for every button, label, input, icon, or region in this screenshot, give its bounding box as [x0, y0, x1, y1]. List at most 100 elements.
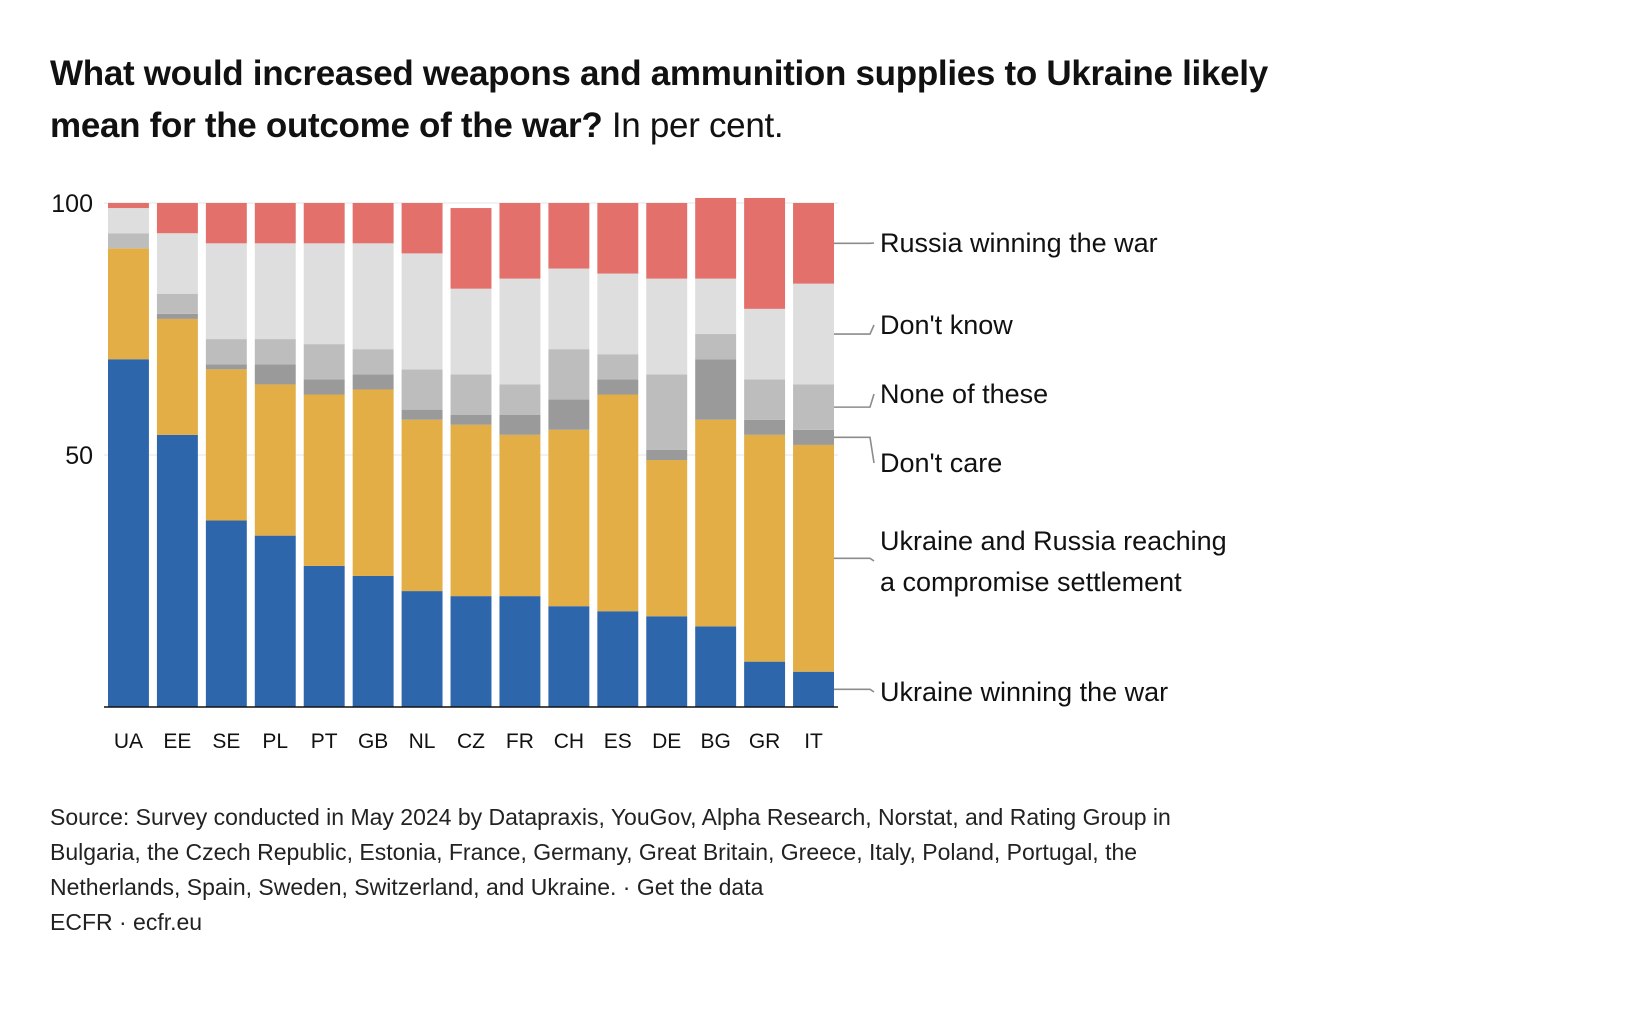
x-tick-label: GR [749, 730, 781, 753]
y-tick-label: 100 [51, 190, 93, 218]
bar-segment [254, 535, 296, 707]
bar-segment [108, 208, 149, 234]
bar-segment [352, 203, 394, 244]
x-tick-label: GB [358, 730, 388, 753]
bar-segment [450, 414, 492, 425]
bar-segment [597, 394, 639, 612]
legend-label: Don't know [880, 310, 1013, 340]
bar-segment [205, 203, 247, 244]
bar-segment [499, 434, 541, 597]
bar-segment [695, 278, 737, 335]
bar-segment [352, 243, 394, 350]
bar-segment [450, 424, 492, 597]
bar-segment [401, 203, 443, 254]
bar-segment [793, 384, 834, 430]
bar-segment [548, 203, 590, 269]
source-line: Source: Survey conducted in May 2024 by … [50, 804, 1171, 830]
legend: Russia winning the war Don't know None of … [834, 228, 1227, 707]
bar-segment [450, 374, 492, 415]
legend-leader-line [834, 324, 875, 335]
legend-leader-line [834, 557, 875, 562]
bar-segment [108, 203, 149, 209]
bar-segment [646, 460, 688, 617]
bar-segment [205, 339, 247, 365]
bar-segment [156, 233, 198, 294]
bar-segment [108, 359, 149, 707]
stacked-bar-chart: 100 50 UA EE SE PL PT GB NL CZ FR CH ES DE BG GR IT Russ… [51, 190, 1227, 753]
bar-segment [597, 273, 639, 355]
bar-segment [108, 233, 149, 249]
y-tick-label: 50 [65, 442, 93, 470]
bar-segment [156, 203, 198, 234]
chart-title: What would increased weapons and ammunit… [50, 48, 1310, 152]
bar-segment [646, 616, 688, 707]
x-tick-label: NL [409, 730, 436, 753]
bar-segment [499, 596, 541, 707]
bar-segment [793, 203, 834, 284]
bar-segment [303, 203, 345, 244]
x-tick-label: CZ [457, 730, 485, 753]
bar-segment [744, 197, 786, 309]
x-tick-label: DE [652, 730, 681, 753]
bar-segment [303, 565, 345, 707]
bar-segment [646, 203, 688, 279]
bar-segment [499, 384, 541, 415]
bar-segment [744, 661, 786, 707]
legend-leader-line [834, 393, 875, 408]
x-tick-label: EE [163, 730, 191, 753]
bar-segment [548, 606, 590, 707]
bar-segment [303, 344, 345, 380]
x-tick-label: SE [212, 730, 240, 753]
bar-segment [597, 379, 639, 395]
bar-segment [401, 369, 443, 410]
bar-segment [156, 293, 198, 314]
bar-segment [646, 278, 688, 375]
bar-segment [401, 591, 443, 707]
bar-segment [499, 203, 541, 279]
source-line: Bulgaria, the Czech Republic, Estonia, F… [50, 839, 1138, 865]
bars [108, 197, 834, 707]
bar-segment [156, 313, 198, 319]
bar-segment [401, 419, 443, 592]
bar-segment [499, 278, 541, 385]
legend-label: None of these [880, 379, 1048, 409]
bar-segment [108, 248, 149, 360]
x-tick-label: CH [554, 730, 584, 753]
bar-segment [352, 349, 394, 375]
chart-subtitle: In per cent. [611, 106, 784, 145]
bar-segment [450, 596, 492, 707]
x-tick-label: FR [506, 730, 534, 753]
legend-label: Russia winning the war [880, 228, 1158, 258]
bar-segment [597, 354, 639, 380]
bar-segment [254, 384, 296, 536]
bar-segment [254, 364, 296, 385]
bar-segment [695, 359, 737, 420]
bar-segment [499, 414, 541, 435]
bar-segment [695, 626, 737, 707]
bar-segment [793, 283, 834, 385]
bar-segment [205, 369, 247, 521]
bar-segment [793, 671, 834, 707]
bar-segment [352, 374, 394, 390]
legend-leader-line [834, 436, 875, 464]
source-line: Netherlands, Spain, Sweden, Switzerland,… [50, 874, 764, 900]
bar-segment [548, 349, 590, 400]
bar-segment [548, 429, 590, 607]
bar-segment [450, 208, 492, 289]
bar-segment [695, 197, 737, 279]
bar-segment [450, 288, 492, 375]
bar-segment [303, 243, 345, 345]
bar-segment [646, 449, 688, 461]
bar-segment [793, 429, 834, 445]
bar-segment [548, 399, 590, 430]
x-tick-label: PL [262, 730, 288, 753]
legend-label: Don't care [880, 448, 1002, 478]
bar-segment [695, 334, 737, 360]
bar-segment [744, 419, 786, 435]
credit-line: ECFR · ecfr.eu [50, 909, 203, 935]
bar-segment [303, 379, 345, 395]
bar-segment [205, 243, 247, 340]
bar-segment [254, 243, 296, 340]
x-tick-label: UA [114, 730, 143, 753]
bar-segment [254, 339, 296, 365]
